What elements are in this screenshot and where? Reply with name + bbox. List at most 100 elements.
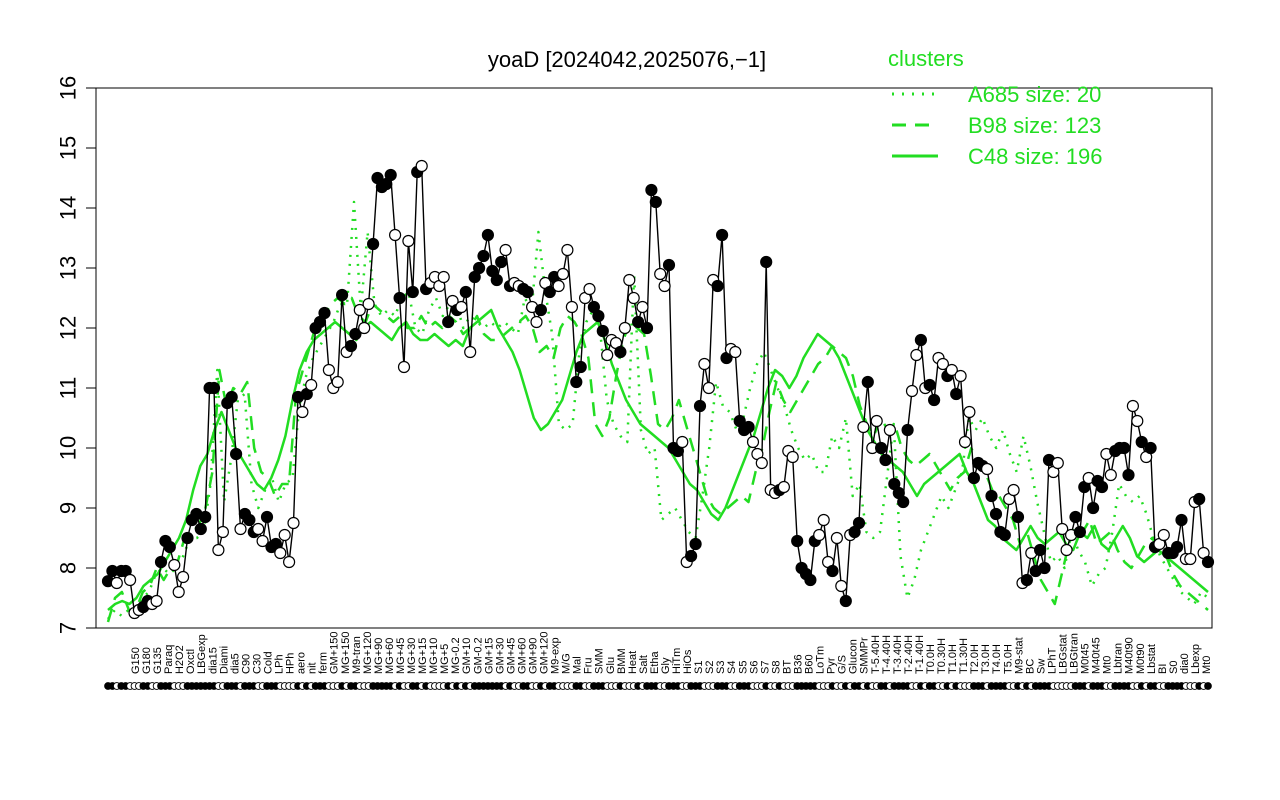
x-tick-label: Lbstat xyxy=(1146,644,1158,674)
data-point xyxy=(163,540,176,554)
y-tick-label: 15 xyxy=(56,136,81,160)
data-point xyxy=(1117,441,1131,455)
data-point xyxy=(1201,555,1215,569)
data-point xyxy=(1086,501,1100,515)
data-point xyxy=(252,522,265,536)
data-point xyxy=(216,525,229,539)
x-tick-label: dia15 xyxy=(207,647,219,674)
x-tick-label: LoTm xyxy=(815,646,827,674)
x-tick-label: Pyr xyxy=(826,657,838,674)
x-tick-label: Oxctl xyxy=(185,649,197,674)
data-point xyxy=(336,288,349,302)
data-point xyxy=(791,534,804,548)
data-point xyxy=(689,537,702,551)
x-tick-label: Mal xyxy=(572,656,584,674)
data-point xyxy=(521,285,534,299)
data-point xyxy=(490,273,503,287)
data-point xyxy=(614,345,627,359)
x-tick-label: LBGtran xyxy=(1069,633,1081,674)
data-point xyxy=(658,279,671,293)
data-point xyxy=(124,573,137,587)
data-point xyxy=(645,183,658,197)
legend-title: clusters xyxy=(888,46,964,71)
data-point xyxy=(631,315,645,329)
data-point xyxy=(985,489,998,503)
x-tick-label: T-3.40H xyxy=(892,635,904,674)
legend-label: A685 size: 20 xyxy=(968,82,1101,107)
x-tick-label: BT xyxy=(781,660,793,674)
x-tick-label: B36 xyxy=(792,654,804,674)
x-tick-label: HiOs xyxy=(682,649,694,674)
data-point xyxy=(464,345,477,359)
x-tick-label: Cold xyxy=(262,651,274,674)
data-point xyxy=(207,381,221,395)
x-tick-label: G/S xyxy=(837,655,849,674)
x-tick-label: T5.0H xyxy=(1002,644,1014,674)
data-point xyxy=(260,510,274,524)
data-point xyxy=(989,507,1003,521)
x-tick-label: HiTm xyxy=(671,648,683,674)
data-point xyxy=(963,405,976,419)
data-point xyxy=(1051,456,1064,470)
data-point xyxy=(287,516,300,530)
x-tick-label: T2.0H xyxy=(969,644,981,674)
data-point xyxy=(596,324,609,338)
x-tick-label: T0.30H xyxy=(936,638,948,674)
plot-area xyxy=(95,87,1213,629)
x-tick-label: Diami xyxy=(218,646,230,674)
data-point xyxy=(901,423,914,437)
data-point xyxy=(592,309,605,323)
data-point xyxy=(813,528,826,542)
data-point xyxy=(530,315,543,329)
data-point xyxy=(349,327,362,341)
data-point xyxy=(693,399,707,413)
x-tick-label: T3.0H xyxy=(980,644,992,674)
data-point xyxy=(1095,480,1109,494)
x-tick-label: Mt0 xyxy=(1102,656,1114,674)
data-point xyxy=(835,579,848,593)
x-tick-label: S2 xyxy=(704,661,716,674)
x-tick-label: G135 xyxy=(152,647,164,674)
x-tick-label: Fru xyxy=(583,658,595,675)
x-tick-label: ferm xyxy=(318,652,330,674)
x-tick-label: SMM xyxy=(594,648,606,674)
data-point xyxy=(998,528,1011,542)
data-point xyxy=(623,273,636,287)
data-point xyxy=(473,261,486,275)
data-point xyxy=(168,558,181,572)
x-tick-label: Sw xyxy=(1035,659,1047,674)
y-tick-label: 12 xyxy=(56,316,81,340)
data-point xyxy=(1056,522,1069,536)
data-point xyxy=(870,414,883,428)
data-point xyxy=(212,543,225,557)
x-tick-label: GM+45 xyxy=(505,638,517,674)
x-tick-label: MG+120 xyxy=(362,632,374,675)
data-point xyxy=(817,513,830,527)
data-point xyxy=(711,279,724,293)
x-tick-label: S8 xyxy=(770,661,782,674)
data-point xyxy=(950,387,963,401)
data-point xyxy=(278,528,291,542)
data-point xyxy=(552,279,565,293)
data-point xyxy=(1131,414,1144,428)
x-tick-label: T-5.40H xyxy=(870,635,882,674)
x-tick-label: MG+150 xyxy=(340,632,352,675)
data-point xyxy=(1144,441,1157,455)
x-tick-label: MG+45 xyxy=(395,638,407,674)
x-tick-label: BMM xyxy=(616,648,628,674)
x-tick-label: MG+60 xyxy=(384,638,396,674)
data-point xyxy=(353,303,366,317)
x-tick-label: GM+10 xyxy=(461,638,473,674)
legend: clusters A685 size: 20 B98 size: 123 C48 s… xyxy=(888,46,1103,169)
x-tick-label: MG+10 xyxy=(428,638,440,674)
data-point xyxy=(389,228,402,242)
data-point xyxy=(729,345,742,359)
y-tick-label: 14 xyxy=(56,196,81,220)
cluster-line-b98 xyxy=(106,296,1209,623)
data-point xyxy=(225,390,238,404)
x-tick-label: GM-0.2 xyxy=(472,637,484,674)
x-tick-label: S7 xyxy=(759,661,771,674)
x-tick-label: S6 xyxy=(748,661,760,674)
x-tick-label: BC xyxy=(1024,659,1036,674)
